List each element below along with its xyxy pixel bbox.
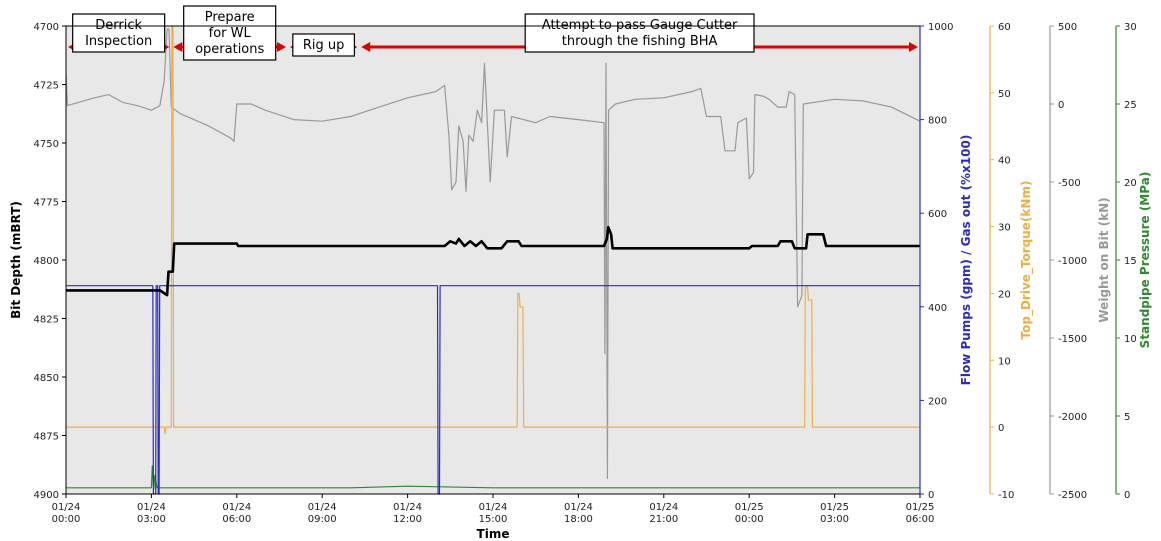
wob-tick-label: 500 <box>1058 22 1077 33</box>
wob-tick-label: -500 <box>1058 178 1081 189</box>
annotation-label: Rig up <box>303 38 345 53</box>
torque-tick-label: 50 <box>998 89 1011 100</box>
x-tick-label: 01/24 12:00 <box>393 502 422 525</box>
bit-depth-axis-label: Bit Depth (mBRT) <box>9 201 23 319</box>
torque-tick-label: 20 <box>998 289 1011 300</box>
spp-tick-label: 10 <box>1124 334 1137 345</box>
x-tick-label: 01/25 00:00 <box>735 502 764 525</box>
annotation-box <box>183 5 277 61</box>
spp-axis-label: Standpipe Pressure (MPa) <box>1138 172 1152 349</box>
axes-layer: 01/24 00:00 01/24 03:00 01/24 06:00 01/24 09:00… <box>9 22 1152 525</box>
x-tick-label: 01/24 09:00 <box>308 502 337 525</box>
flow-axis-label: Flow Pumps (gpm) / Gas out (%x100) <box>959 135 973 386</box>
x-tick-label: 01/24 00:00 <box>52 502 81 525</box>
x-tick-label: 01/24 15:00 <box>479 502 508 525</box>
x-tick-label: 01/24 03:00 <box>137 502 166 525</box>
wob-tick-label: 0 <box>1058 100 1064 111</box>
spp-tick-label: 15 <box>1124 256 1137 267</box>
annotation-label: Prepare for WL operations <box>195 10 264 57</box>
spp-tick-label: 20 <box>1124 178 1137 189</box>
bit-depth-tick-label: 4900 <box>34 490 59 501</box>
x-tick-label: 01/24 18:00 <box>564 502 593 525</box>
x-tick-label: 01/25 03:00 <box>820 502 849 525</box>
torque-tick-label: 40 <box>998 156 1011 167</box>
bit-depth-tick-label: 4800 <box>34 256 59 267</box>
flow-tick-label: 400 <box>928 303 947 314</box>
annotation-box <box>292 33 356 57</box>
torque-axis-label: Top_Drive_Torque(kNm) <box>1019 181 1034 340</box>
bit-depth-tick-label: 4725 <box>34 81 59 92</box>
spp-tick-label: 25 <box>1124 100 1137 111</box>
bit-depth-tick-label: 4750 <box>34 139 59 150</box>
torque-tick-label: 60 <box>998 22 1011 33</box>
bit-depth-tick-label: 4825 <box>34 315 59 326</box>
wob-tick-label: -2000 <box>1058 412 1087 423</box>
x-tick-label: 01/25 06:00 <box>906 502 935 525</box>
annotation-box <box>524 13 755 53</box>
series-standpipe-pressure <box>66 465 920 490</box>
torque-tick-label: 10 <box>998 356 1011 367</box>
x-axis-label: Time <box>477 527 510 541</box>
bit-depth-tick-label: 4875 <box>34 432 59 443</box>
flow-tick-label: 0 <box>928 490 934 501</box>
x-tick-label: 01/24 21:00 <box>649 502 678 525</box>
wob-tick-label: -1500 <box>1058 334 1087 345</box>
spp-tick-label: 30 <box>1124 22 1137 33</box>
flow-tick-label: 200 <box>928 396 947 407</box>
wob-tick-label: -1000 <box>1058 256 1087 267</box>
bit-depth-tick-label: 4700 <box>34 22 59 33</box>
spp-tick-label: 0 <box>1124 490 1130 501</box>
spp-tick-label: 5 <box>1124 412 1130 423</box>
series-bit-depth <box>66 225 920 297</box>
annotation-arrow-head-right <box>277 42 287 52</box>
flow-tick-label: 1000 <box>928 22 953 33</box>
x-tick-label: 01/24 06:00 <box>222 502 251 525</box>
flow-tick-label: 800 <box>928 116 947 127</box>
torque-tick-label: -10 <box>998 490 1014 501</box>
torque-tick-label: 30 <box>998 223 1011 234</box>
annotation-box <box>72 13 166 53</box>
flow-tick-label: 600 <box>928 209 947 220</box>
annotation-arrow-head-left <box>361 42 371 52</box>
wob-tick-label: -2500 <box>1058 490 1087 501</box>
bit-depth-tick-label: 4775 <box>34 198 59 209</box>
series-weight-on-bit <box>65 28 921 479</box>
wob-axis-label: Weight on Bit (kN) <box>1097 197 1111 322</box>
series-top-drive-torque <box>66 25 920 435</box>
annotation-arrow-head-right <box>909 42 918 52</box>
plot-area <box>66 26 920 494</box>
annotation-label: Attempt to pass Gauge Cutter through the … <box>542 18 738 49</box>
torque-tick-label: 0 <box>998 423 1004 434</box>
annotation-arrow-head-left <box>173 42 183 52</box>
bit-depth-tick-label: 4850 <box>34 373 59 384</box>
